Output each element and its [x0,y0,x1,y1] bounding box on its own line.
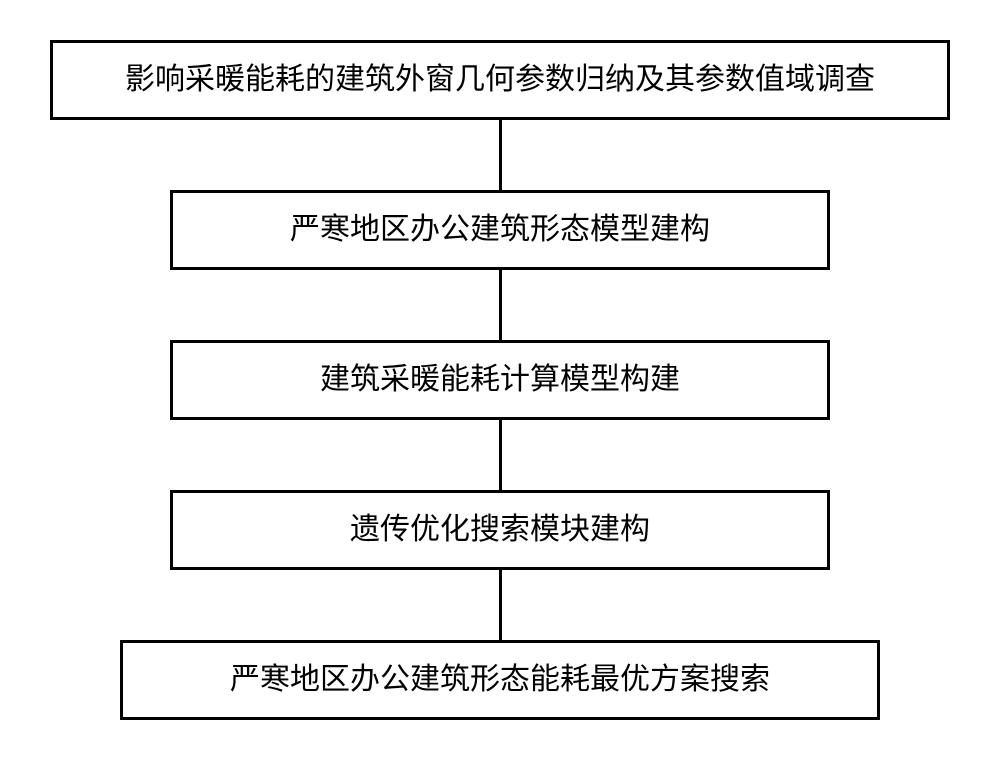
flow-step-2: 严寒地区办公建筑形态模型建构 [170,190,830,270]
flow-step-4-label: 遗传优化搜索模块建构 [342,512,658,548]
flow-step-2-label: 严寒地区办公建筑形态模型建构 [282,212,718,248]
flow-step-1-label: 影响采暖能耗的建筑外窗几何参数归纳及其参数值域调查 [117,62,883,98]
flow-step-3-label: 建筑采暖能耗计算模型构建 [312,362,688,398]
connector-1 [499,120,502,190]
flow-step-4: 遗传优化搜索模块建构 [170,490,830,570]
flow-step-5: 严寒地区办公建筑形态能耗最优方案搜索 [120,640,880,720]
flowchart-container: 影响采暖能耗的建筑外窗几何参数归纳及其参数值域调查 严寒地区办公建筑形态模型建构… [0,0,1000,774]
connector-4 [499,570,502,640]
flow-step-3: 建筑采暖能耗计算模型构建 [170,340,830,420]
flow-step-1: 影响采暖能耗的建筑外窗几何参数归纳及其参数值域调查 [50,40,950,120]
connector-3 [499,420,502,490]
flow-step-5-label: 严寒地区办公建筑形态能耗最优方案搜索 [222,662,778,698]
connector-2 [499,270,502,340]
